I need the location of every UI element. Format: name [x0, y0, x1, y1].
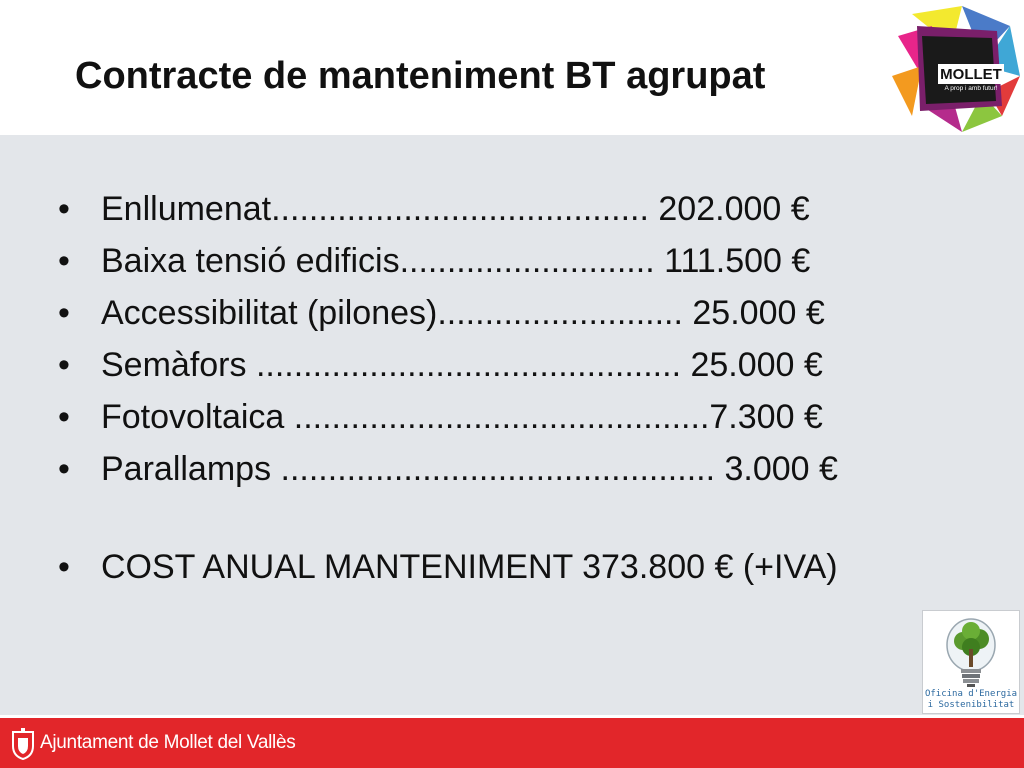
mollet-logo-tagline: A prop i amb futur!	[944, 85, 997, 92]
cost-list: Enllumenat..............................…	[58, 183, 861, 587]
mollet-logo-name: MOLLET	[940, 66, 1002, 83]
list-item: Parallamps .............................…	[58, 443, 861, 495]
municipal-crest-icon	[12, 728, 34, 760]
mollet-logo: MOLLET A prop i amb futur!	[892, 6, 1020, 132]
list-item: Semàfors ...............................…	[58, 339, 861, 391]
list-item: Baixa tensió edificis...................…	[58, 235, 861, 287]
footer-text: Ajuntament de Mollet del Vallès	[40, 732, 296, 753]
list-item: Accessibilitat (pilones)................…	[58, 287, 861, 339]
slide-title: Contracte de manteniment BT agrupat	[75, 55, 766, 97]
oficina-line1: Oficina d'Energia	[924, 689, 1018, 699]
list-item: Fotovoltaica ...........................…	[58, 391, 861, 443]
lightbulb-tree-icon	[946, 618, 996, 687]
footer-bar: Ajuntament de Mollet del Vallès	[0, 718, 1024, 768]
oficina-energia-logo: Oficina d'Energia i Sostenibilitat	[922, 610, 1020, 714]
content-area: Enllumenat..............................…	[0, 135, 1024, 715]
oficina-line2: i Sostenibilitat	[927, 700, 1015, 710]
total-cost-item: COST ANUAL MANTENIMENT 373.800 € (+IVA)	[58, 547, 861, 587]
list-item: Enllumenat..............................…	[58, 183, 861, 235]
